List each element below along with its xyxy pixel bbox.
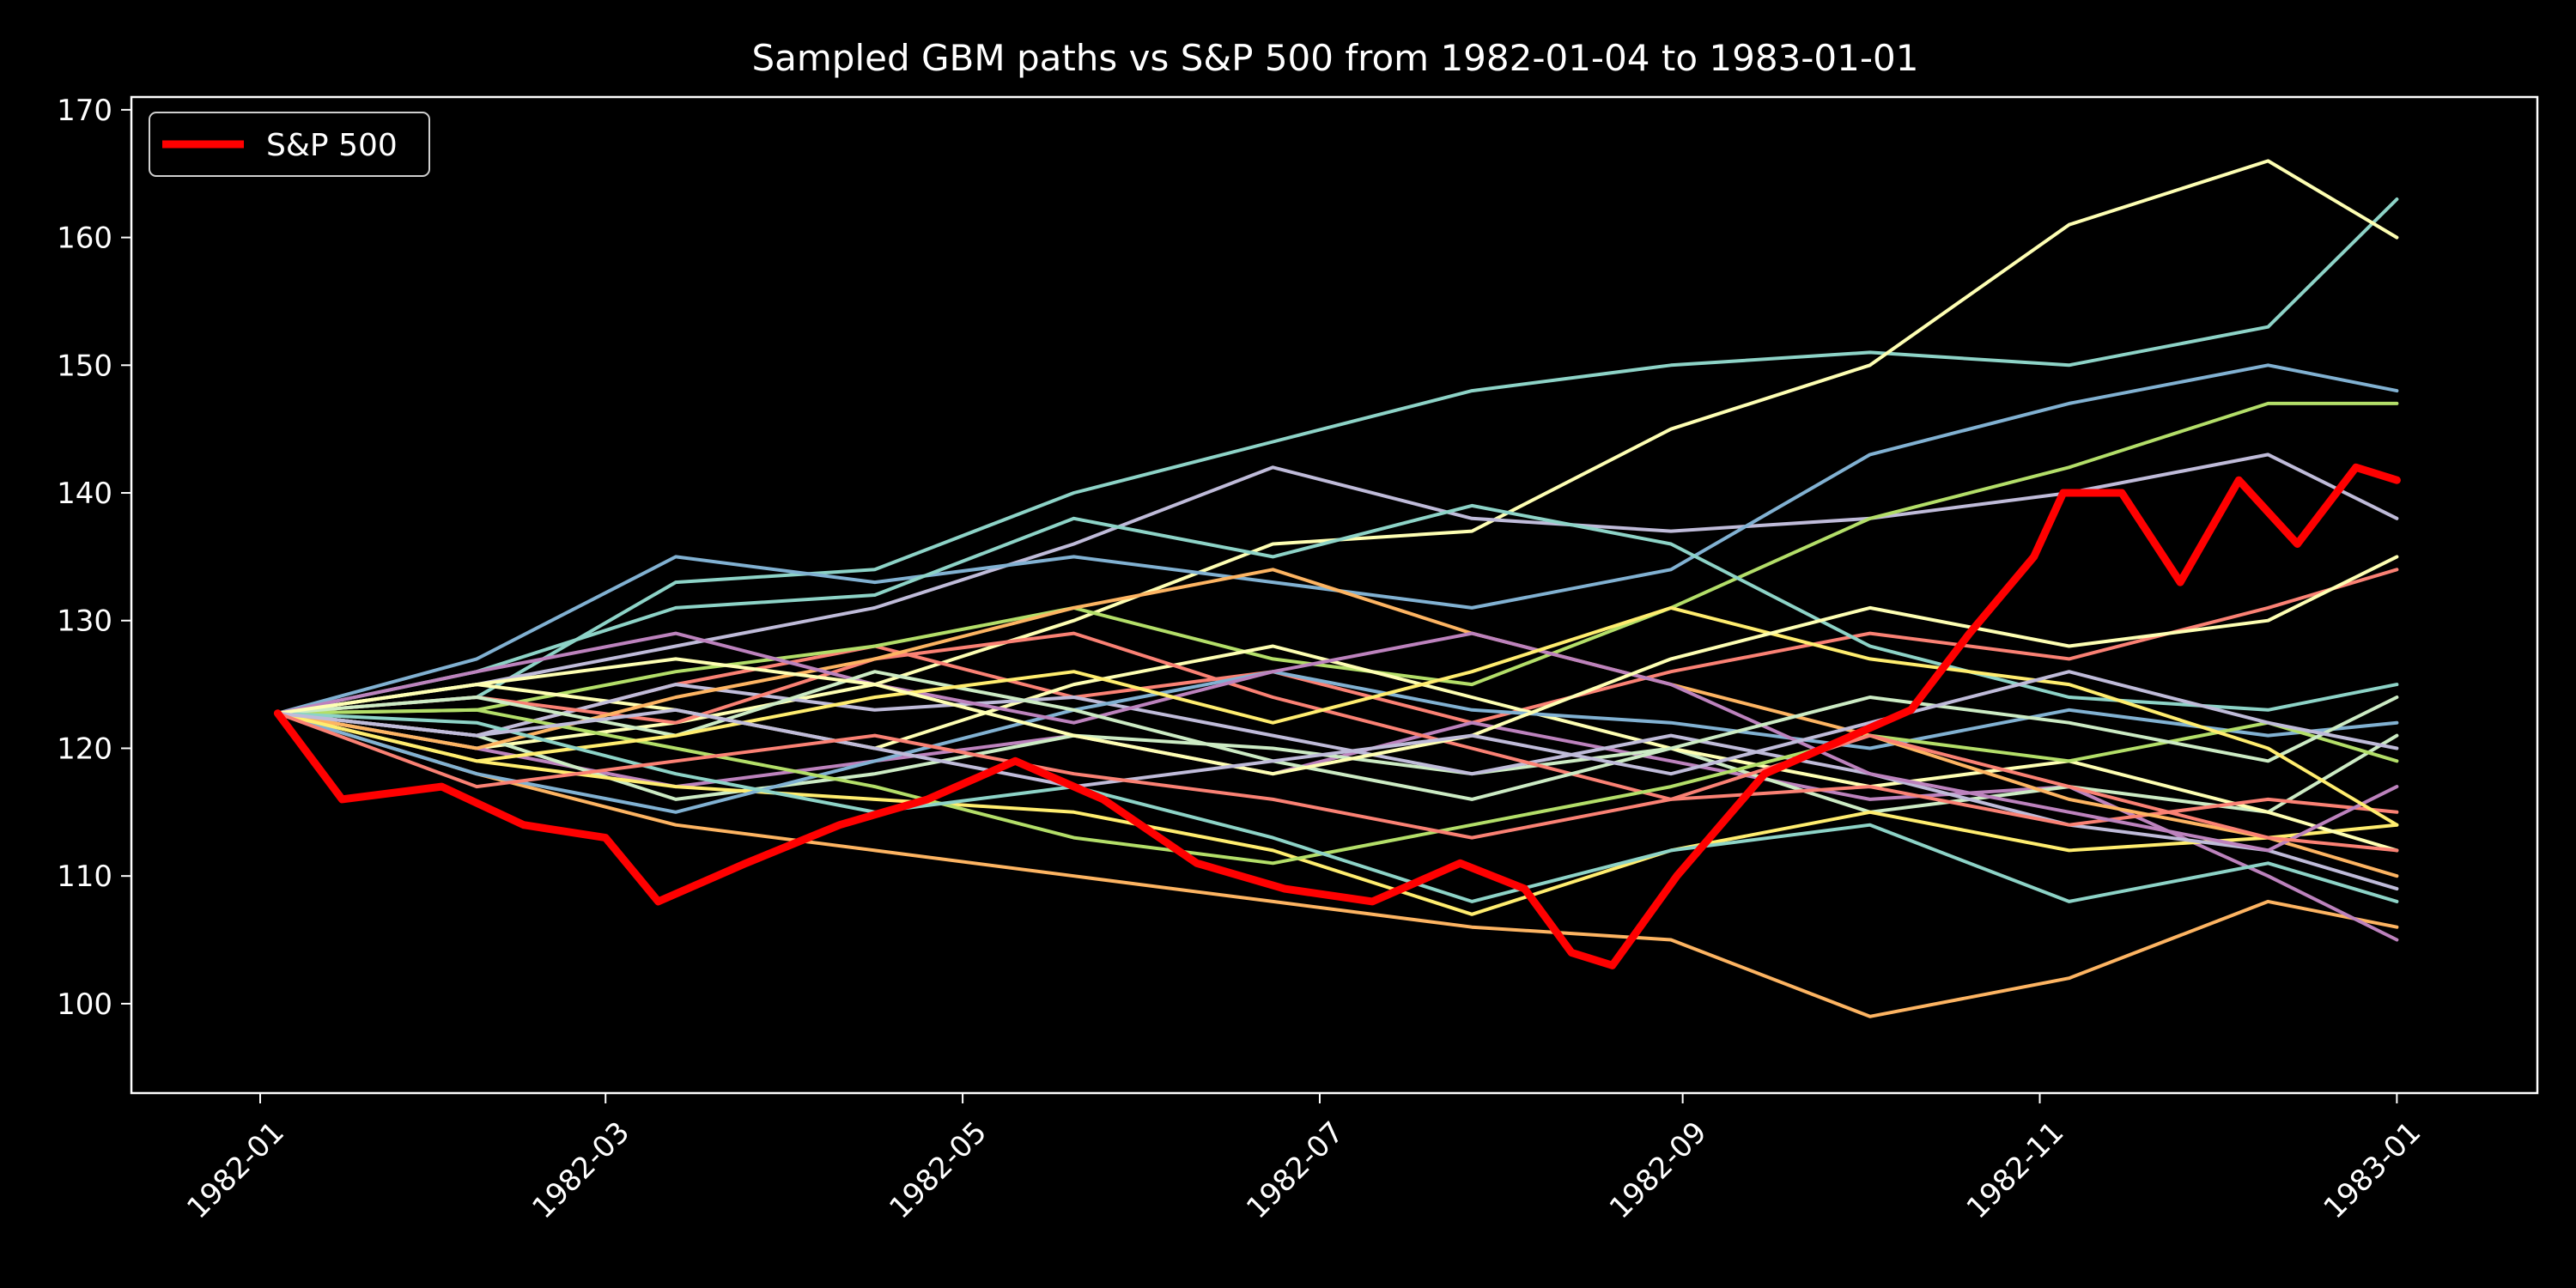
y-tick-label: 120 [57,732,112,766]
gbm-path-line [276,631,2399,827]
gbm-path-line [276,631,2399,853]
sp500-line [273,463,2401,969]
gbm-path-line [276,568,2399,878]
y-tick-label: 150 [57,349,112,383]
y-tick-label: 140 [57,477,112,511]
series-group [273,159,2401,1018]
gbm-path-line [276,605,2399,827]
y-tick-label: 130 [57,605,112,639]
legend-box [149,112,430,177]
legend: S&P 500 [149,112,430,177]
gbm-path-line [276,363,2399,715]
gbm-path-line [276,503,2399,715]
gbm-path-line [276,197,2399,715]
gbm-path-line [276,670,2399,789]
gbm-path-line [276,670,2399,814]
gbm-path-line [276,711,2399,814]
y-tick-label: 100 [57,987,112,1022]
y-tick-label: 110 [57,860,112,894]
plot-frame [130,95,2539,1095]
chart-title: Sampled GBM paths vs S&P 500 from 1982-0… [752,37,1919,79]
gbm-path-line [276,711,2399,1018]
gbm-path-line [276,670,2399,801]
y-tick-label: 160 [57,222,112,256]
gbm-path-line [276,711,2399,853]
gbm-path-line [276,708,2399,866]
gbm-path-line [276,159,2399,750]
gbm-path-line [276,711,2399,916]
legend-label-sp500: S&P 500 [266,128,398,163]
gbm-path-line [276,555,2399,776]
gbm-path-line [276,453,2399,715]
y-tick-label: 170 [57,94,112,128]
